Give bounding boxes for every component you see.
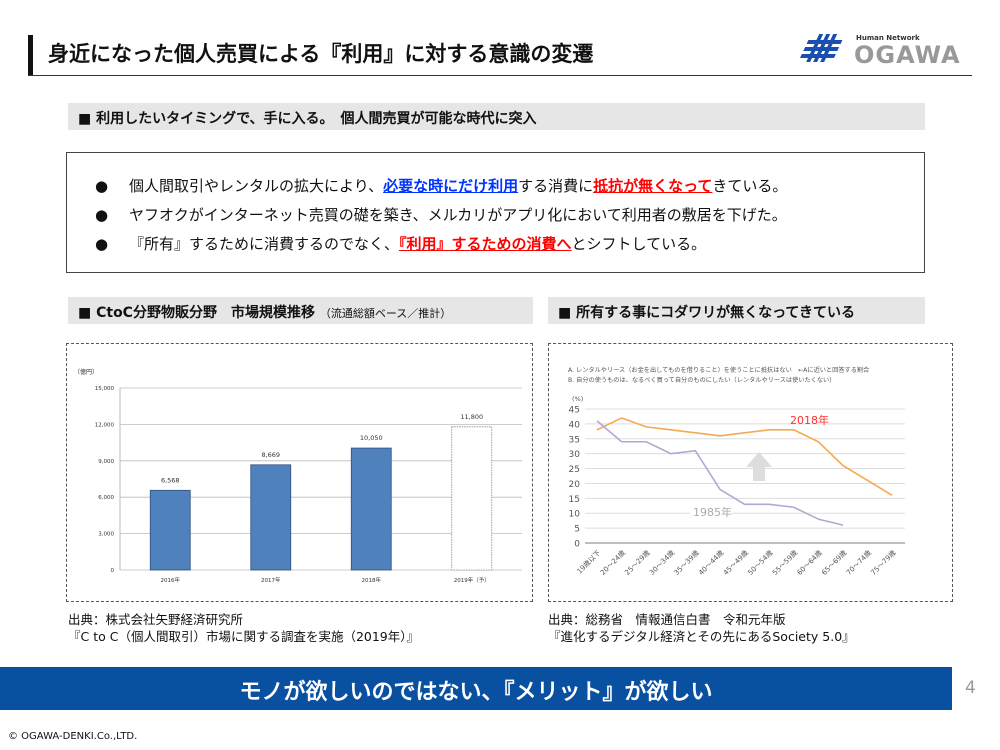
page-title: 身近になった個人売買による『利用』に対する意識の変遷 xyxy=(48,42,594,66)
highlight-red: 抵抗が無くなって xyxy=(593,177,713,195)
bar-chart-frame xyxy=(66,343,533,602)
data-label: 8,669 xyxy=(261,451,280,459)
x-tick-label: 70～74歳 xyxy=(844,548,873,577)
x-tick-label: 2018年 xyxy=(362,576,382,584)
legend-b: B. 自分の使うものは、なるべく買って自分のものにしたい（レンタルやリースは使い… xyxy=(568,376,835,384)
section-header-ctoc: ■ CtoC分野物販分野 市場規模推移 （流通総額ベース／推計） xyxy=(68,297,533,324)
x-tick-label: 2017年 xyxy=(261,576,281,584)
y-tick-label: 30 xyxy=(569,450,581,460)
source-line: 出典：総務省 情報通信白書 令和元年版 xyxy=(548,612,786,627)
y-tick-label: 10 xyxy=(569,510,581,520)
x-tick-label: 65～69歳 xyxy=(820,548,849,577)
y-tick-label: 35 xyxy=(569,435,580,445)
copyright: © OGAWA-DENKI.Co.,LTD. xyxy=(8,731,138,742)
x-tick-label: 25～29歳 xyxy=(623,548,652,577)
x-tick-label: 75～79歳 xyxy=(869,548,898,577)
y-unit-label: （億円） xyxy=(74,368,98,376)
y-tick-label: 5 xyxy=(574,525,580,535)
text: ヤフオクがインターネット売買の礎を築き、メルカリがアプリ化において利用者の敷居を… xyxy=(129,206,787,224)
y-tick-label: 15 xyxy=(569,495,580,505)
y-tick-label: 0 xyxy=(574,540,580,550)
left-source: 出典：株式会社矢野経済研究所『C to C（個人間取引）市場に関する調査を実施（… xyxy=(68,611,419,645)
text: 個人間取引やレンタルの拡大により、 xyxy=(129,177,384,195)
y-tick-label: 3,000 xyxy=(98,532,114,538)
svg-text:Human Network: Human Network xyxy=(856,34,920,42)
right-source: 出典：総務省 情報通信白書 令和元年版『進化するデジタル経済とその先にあるSoc… xyxy=(548,611,855,645)
y-tick-label: 9,000 xyxy=(98,459,114,465)
bar xyxy=(350,447,392,571)
x-tick-label: 45～49歳 xyxy=(721,548,750,577)
x-tick-label: 35～39歳 xyxy=(672,548,701,577)
title-divider xyxy=(28,75,972,76)
series-line-2018年 xyxy=(596,417,893,497)
data-label: 10,050 xyxy=(360,434,383,442)
label-background xyxy=(690,505,732,519)
up-arrow-icon xyxy=(746,452,772,481)
x-tick-label: 50～54歳 xyxy=(746,548,775,577)
x-tick-label: 55～59歳 xyxy=(770,548,799,577)
page-number: 4 xyxy=(965,678,976,698)
bullet-3: ● 『所有』するために消費するのでなく、『利用』するための消費へとシフトしている。 xyxy=(95,233,706,254)
source-line: 出典：株式会社矢野経済研究所 xyxy=(68,612,244,627)
legend-a: A. レンタルやリース（お金を出してものを借りること）を使うことに抵抗はない ←… xyxy=(568,366,869,374)
highlight-blue: 必要な時にだけ利用 xyxy=(383,177,519,195)
series-line-1985年 xyxy=(596,420,844,526)
source-line: 『進化するデジタル経済とその先にあるSociety 5.0』 xyxy=(548,629,855,644)
x-tick-label: 40～44歳 xyxy=(697,548,726,577)
x-tick-label: 30～34歳 xyxy=(647,548,676,577)
key-message-banner: モノが欲しいのではない、『メリット』が欲しい xyxy=(0,667,952,710)
y-tick-label: 45 xyxy=(569,406,580,416)
y-tick-label: 12,000 xyxy=(95,422,115,428)
summary-box: ● 個人間取引やレンタルの拡大により、必要な時にだけ利用する消費に抵抗が無くなって… xyxy=(66,152,925,273)
data-label: 11,800 xyxy=(460,413,483,421)
text: する消費に xyxy=(518,177,594,195)
y-tick-label: 40 xyxy=(569,420,581,430)
x-tick-label: 2016年 xyxy=(161,576,181,584)
y-unit-label: (%) xyxy=(572,395,583,403)
bullet-1: ● 個人間取引やレンタルの拡大により、必要な時にだけ利用する消費に抵抗が無くなって… xyxy=(95,175,787,196)
series-label-1985: 1985年 xyxy=(693,505,732,519)
section-header-timing: ■ 利用したいタイミングで、手に入る。 個人間売買が可能な時代に突入 xyxy=(68,103,925,130)
bar xyxy=(149,489,191,571)
y-tick-label: 25 xyxy=(569,465,580,475)
bar xyxy=(250,464,292,571)
text: 『所有』するために消費するのでなく、 xyxy=(129,235,400,253)
bullet-icon: ● xyxy=(95,177,109,195)
title-accent-bar xyxy=(28,35,33,75)
x-tick-label: 60～64歳 xyxy=(795,548,824,577)
x-tick-label: 2019年（予） xyxy=(454,576,490,584)
svg-text:OGAWA: OGAWA xyxy=(854,41,961,68)
highlight-red: 『利用』するための消費へ xyxy=(399,235,572,253)
text: きている。 xyxy=(712,177,788,195)
ogawa-logo: Human Network OGAWA xyxy=(800,34,961,68)
header-subtext: （流通総額ベース／推計） xyxy=(319,307,452,320)
y-tick-label: 6,000 xyxy=(98,495,114,501)
data-label: 6,568 xyxy=(161,476,180,484)
x-tick-label: 20～24歳 xyxy=(598,548,627,577)
header-text: ■ CtoC分野物販分野 市場規模推移 xyxy=(78,305,315,321)
bullet-2: ● ヤフオクがインターネット売買の礎を築き、メルカリがアプリ化において利用者の敷居… xyxy=(95,204,787,225)
bar xyxy=(451,426,493,571)
y-tick-label: 20 xyxy=(569,480,581,490)
y-tick-label: 0 xyxy=(111,568,115,574)
bullet-icon: ● xyxy=(95,206,109,224)
section-header-ownership: ■ 所有する事にコダワリが無くなってきている xyxy=(548,297,925,324)
source-line: 『C to C（個人間取引）市場に関する調査を実施（2019年）』 xyxy=(68,629,420,644)
y-tick-label: 15,000 xyxy=(95,386,115,392)
text: とシフトしている。 xyxy=(571,235,707,253)
line-chart-frame xyxy=(548,343,953,602)
series-label-2018: 2018年 xyxy=(790,413,829,427)
bullet-icon: ● xyxy=(95,235,109,253)
